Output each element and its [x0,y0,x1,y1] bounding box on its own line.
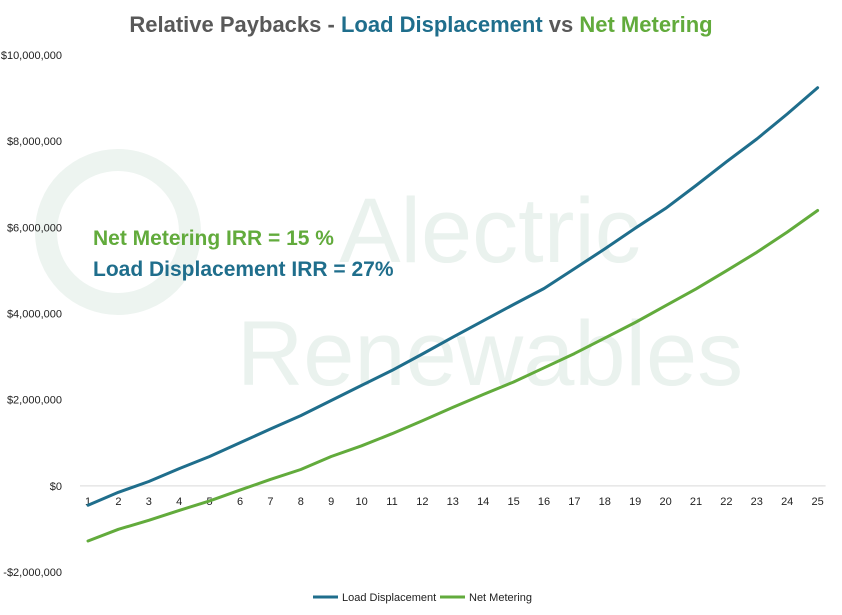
x-tick-label: 11 [386,496,397,508]
x-tick-label: 20 [659,496,671,508]
x-tick-label: 17 [568,496,580,508]
x-axis: 1 2 3 4 5 6 7 8 9 10 11 12 13 14 15 16 17 18 19 20 21 22 23 24 2… [80,485,826,508]
x-tick-label: 16 [538,496,550,508]
x-tick-label: 14 [477,496,489,508]
x-tick-label: 7 [267,496,273,508]
x-tick-label: 13 [447,496,459,508]
series-lines [86,86,820,543]
legend-label: Net Metering [469,592,532,604]
watermark: Alectric Renewables [35,149,743,405]
title-part-2: vs [543,12,580,37]
x-tick-label: 9 [328,496,334,508]
watermark-text-line-2: Renewables [237,303,743,405]
legend: Load Displacement Net Metering [313,592,532,604]
y-tick-label: $6,000,000 [7,222,62,234]
series-line-load-displacement [86,86,820,507]
y-tick-label: $0 [50,481,62,493]
chart-title: Relative Paybacks - Load Displacement vs… [129,12,712,37]
legend-label: Load Displacement [342,592,436,604]
x-tick-label: 4 [176,496,182,508]
title-part-0: Relative Paybacks - [129,12,341,37]
annotation-net-metering-irr: Net Metering IRR = 15 % [93,227,334,250]
x-tick-label: 23 [751,496,763,508]
title-part-3: Net Metering [579,12,712,37]
x-tick-label: 10 [355,496,367,508]
x-tick-label: 6 [237,496,243,508]
x-tick-label: 15 [507,496,519,508]
x-tick-label: 1 [85,496,91,508]
x-tick-label: 24 [781,496,793,508]
x-tick-label: 3 [146,496,152,508]
x-tick-label: 22 [720,496,732,508]
y-tick-label: $8,000,000 [7,136,62,148]
y-tick-label: $4,000,000 [7,309,62,321]
x-tick-label: 2 [115,496,121,508]
y-tick-label: $10,000,000 [1,50,62,62]
x-tick-label: 25 [811,496,823,508]
title-part-1: Load Displacement [341,12,543,37]
x-tick-label: 21 [690,496,702,508]
y-tick-label: $2,000,000 [7,395,62,407]
series-line-net-metering [86,209,820,543]
x-tick-label: 12 [416,496,428,508]
y-tick-label: -$2,000,000 [3,567,62,579]
x-tick-label: 8 [298,496,304,508]
watermark-text-line-1: Alectric [339,180,641,282]
annotation-load-displacement-irr: Load Displacement IRR = 27% [93,258,394,281]
x-tick-label: 18 [599,496,611,508]
y-axis-ticks: $10,000,000 $8,000,000 $6,000,000 $4,000,00… [1,50,62,579]
x-tick-label: 19 [629,496,641,508]
irr-annotations: Net Metering IRR = 15 % Load Displacemen… [93,227,394,281]
watermark-logo-icon [35,149,201,315]
